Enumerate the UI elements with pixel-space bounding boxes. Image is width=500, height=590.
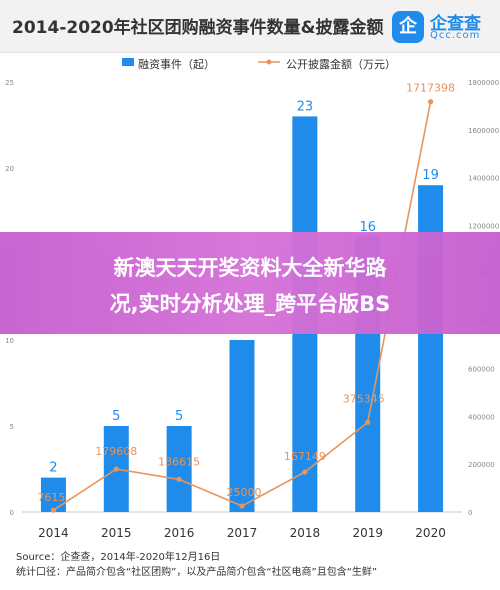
legend-line-swatch xyxy=(258,59,280,65)
x-tick-label: 2019 xyxy=(352,526,383,540)
y-right-tick-label: 200000 xyxy=(468,461,495,469)
amount-value-label: 167149 xyxy=(284,450,326,463)
bar-value-label: 19 xyxy=(422,168,439,183)
amount-value-label: 179608 xyxy=(95,445,137,458)
x-tick-label: 2020 xyxy=(415,526,446,540)
x-tick-label: 2015 xyxy=(101,526,132,540)
overlay-line-1: 新澳天天开奖资料大全新华路 xyxy=(113,256,387,280)
bar-2016 xyxy=(166,426,192,512)
y-left-tick-label: 20 xyxy=(5,165,14,173)
y-right-tick-label: 1600000 xyxy=(468,127,499,135)
source-note: Source：企查查，2014年-2020年12月16日 xyxy=(16,552,221,563)
brand-name: 企查查 xyxy=(430,14,481,34)
amount-value-label: 25000 xyxy=(227,486,262,499)
caliber-note: 统计口径：产品简介包含“社区团购”，以及产品简介包含“社区电商”且包含“生鲜” xyxy=(16,567,378,578)
y-right-tick-label: 1800000 xyxy=(468,79,499,87)
bar-value-label: 5 xyxy=(112,409,120,424)
y-right-tick-label: 600000 xyxy=(468,366,495,374)
title-bar: 2014-2020年社区团购融资事件数量&披露金额 企 企查查 Qcc.com xyxy=(0,0,500,53)
x-tick-label: 2016 xyxy=(164,526,195,540)
amount-value-label: 1717398 xyxy=(406,82,455,95)
amount-point-2020 xyxy=(427,99,434,105)
overlay-banner: 新澳天天开奖资料大全新华路 况,实时分析处理_跨平台版BS xyxy=(0,232,500,334)
x-tick-label: 2018 xyxy=(290,526,321,540)
amount-point-2018 xyxy=(302,469,308,475)
bar-value-label: 2 xyxy=(49,461,57,476)
y-left-tick-label: 25 xyxy=(5,79,14,87)
y-right-tick-label: 400000 xyxy=(468,413,495,421)
bar-value-label: 16 xyxy=(359,220,376,235)
bar-2017 xyxy=(229,340,255,512)
x-tick-label: 2014 xyxy=(38,526,69,540)
brand-logo-icon: 企 xyxy=(392,11,424,43)
legend-line-label: 公开披露金额（万元） xyxy=(286,58,396,71)
y-right-tick-label: 1200000 xyxy=(468,222,499,230)
y-left-tick-label: 5 xyxy=(10,423,14,431)
bar-2014 xyxy=(40,477,66,512)
amount-point-2017 xyxy=(239,503,245,509)
bar-value-label: 5 xyxy=(175,409,183,424)
amount-point-2019 xyxy=(365,419,371,425)
x-tick-label: 2017 xyxy=(227,526,258,540)
overlay-line-2: 况,实时分析处理_跨平台版BS xyxy=(109,292,391,316)
amount-value-label: 375345 xyxy=(343,392,385,405)
bar-value-label: 23 xyxy=(297,99,314,114)
brand-domain: Qcc.com xyxy=(430,30,481,41)
amount-point-2014 xyxy=(50,507,57,513)
y-right-tick-label: 0 xyxy=(468,509,472,517)
amount-point-2016 xyxy=(176,476,182,482)
brand-logo-block: 企 企查查 Qcc.com xyxy=(392,7,496,47)
y-right-tick-label: 1400000 xyxy=(468,175,499,183)
legend-bar-swatch xyxy=(122,58,134,66)
chart-title: 2014-2020年社区团购融资事件数量&披露金额 xyxy=(12,18,384,38)
amount-point-2015 xyxy=(113,466,119,472)
y-left-tick-label: 0 xyxy=(10,509,14,517)
amount-value-label: 7615 xyxy=(37,491,65,504)
legend-bar-label: 融资事件（起） xyxy=(138,58,215,71)
amount-value-label: 136615 xyxy=(158,455,200,468)
y-left-tick-label: 10 xyxy=(5,337,14,345)
chart-legend: 融资事件（起） 公开披露金额（万元） xyxy=(0,52,500,72)
